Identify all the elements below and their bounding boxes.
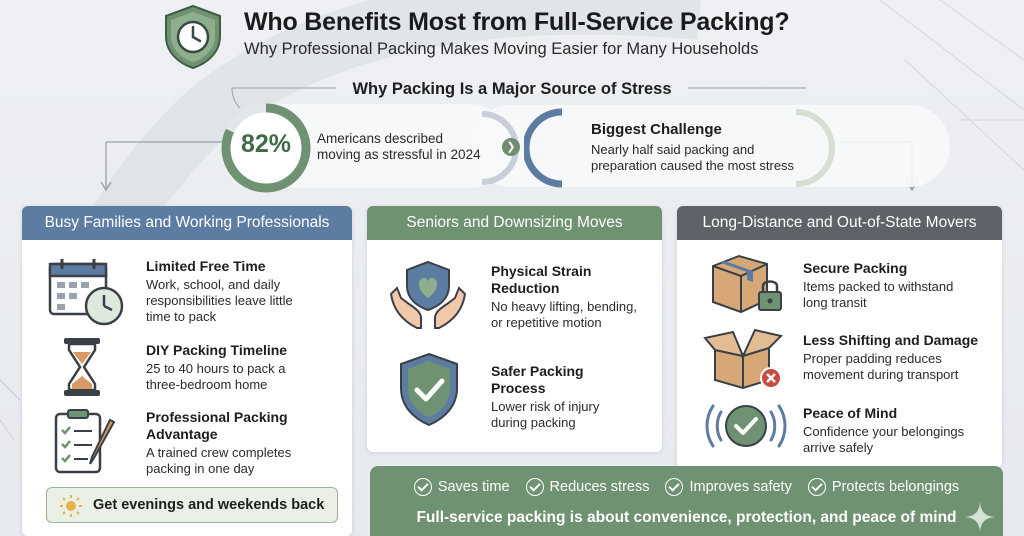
families-panel: Busy Families and Working Professionals … bbox=[22, 206, 352, 536]
item-title: Secure Packing bbox=[803, 260, 908, 276]
page-title: Who Benefits Most from Full-Service Pack… bbox=[244, 8, 790, 36]
item-line: packing in one day bbox=[146, 461, 255, 476]
item-line: responsibilities leave little bbox=[146, 293, 293, 308]
check-icon bbox=[665, 478, 684, 496]
stress-stat-line: Americans described bbox=[317, 131, 444, 146]
item-line: movement during transport bbox=[803, 367, 959, 382]
item-line: during packing bbox=[491, 415, 576, 430]
limited-free-time-item: Limited Free Time Work, school, and dail… bbox=[146, 258, 346, 325]
sun-icon bbox=[60, 495, 82, 517]
item-text: Lower risk of injury during packing bbox=[491, 399, 661, 431]
challenge-text: Nearly half said packing and preparation… bbox=[591, 142, 794, 174]
item-text: Confidence your belongings arrive safely bbox=[803, 424, 998, 456]
benefit-item: Reduces stress bbox=[525, 478, 650, 496]
secure-packing-item: Secure Packing Items packed to withstand… bbox=[803, 260, 998, 311]
check-icon bbox=[525, 478, 544, 496]
professional-advantage-item: Professional Packing Advantage A trained… bbox=[146, 409, 346, 477]
item-line: or repetitive motion bbox=[491, 315, 602, 330]
benefit-item: Saves time bbox=[413, 478, 510, 496]
item-text: No heavy lifting, bending, or repetitive… bbox=[491, 299, 661, 331]
seniors-panel: Seniors and Downsizing Moves Physical St… bbox=[367, 206, 662, 452]
item-text: Items packed to withstand long transit bbox=[803, 279, 998, 311]
item-line: Confidence your belongings bbox=[803, 424, 965, 439]
item-text: 25 to 40 hours to pack a three-bedroom h… bbox=[146, 361, 346, 393]
item-line: three-bedroom home bbox=[146, 377, 268, 392]
item-line: long transit bbox=[803, 295, 867, 310]
item-line: No heavy lifting, bending, bbox=[491, 299, 637, 314]
tagline: Full-service packing is about convenienc… bbox=[416, 509, 957, 526]
item-line: arrive safely bbox=[803, 440, 874, 455]
diy-timeline-item: DIY Packing Timeline 25 to 40 hours to p… bbox=[146, 342, 346, 393]
item-title: Professional Packing bbox=[146, 409, 288, 425]
clipboard-checklist-icon bbox=[54, 409, 116, 474]
item-title: Physical Strain bbox=[491, 263, 592, 279]
item-line: time to pack bbox=[146, 309, 217, 324]
item-title: Limited Free Time bbox=[146, 258, 266, 274]
item-line: Items packed to withstand bbox=[803, 279, 954, 294]
box-lock-icon bbox=[712, 254, 782, 314]
less-shifting-item: Less Shifting and Damage Proper padding … bbox=[803, 332, 998, 383]
long-distance-panel-heading: Long-Distance and Out-of-State Movers bbox=[677, 206, 1002, 240]
evenings-weekends-callout: Get evenings and weekends back bbox=[46, 487, 338, 523]
shield-clock-icon bbox=[165, 4, 221, 70]
families-panel-heading: Busy Families and Working Professionals bbox=[22, 206, 352, 240]
check-circle-icon bbox=[705, 404, 787, 448]
challenge-arc-decoration bbox=[524, 108, 563, 188]
open-box-x-icon bbox=[703, 328, 783, 390]
seniors-panel-heading: Seniors and Downsizing Moves bbox=[367, 206, 662, 240]
item-line: Work, school, and daily bbox=[146, 277, 281, 292]
challenge-arc-right bbox=[795, 109, 835, 187]
benefits-list: Saves time Reduces stress Improves safet… bbox=[370, 478, 1003, 496]
item-text: A trained crew completes packing in one … bbox=[146, 445, 346, 477]
item-title: Less Shifting and Damage bbox=[803, 332, 979, 348]
physical-strain-item: Physical Strain Reduction No heavy lifti… bbox=[491, 263, 661, 331]
item-line: 25 to 40 hours to pack a bbox=[146, 361, 286, 376]
benefit-item: Improves safety bbox=[665, 478, 792, 496]
calendar-clock-icon bbox=[48, 259, 124, 326]
benefits-bar: Saves time Reduces stress Improves safet… bbox=[370, 466, 1003, 536]
hourglass-icon bbox=[64, 338, 100, 396]
challenge-line: preparation caused the most stress bbox=[591, 158, 795, 173]
check-icon bbox=[807, 478, 826, 496]
stress-stat-line: moving as stressful in 2024 bbox=[317, 147, 481, 162]
item-title: Process bbox=[491, 380, 546, 396]
hands-heart-shield-icon bbox=[389, 260, 467, 329]
stress-percent-value: 82% bbox=[240, 130, 292, 158]
stress-percent-donut bbox=[221, 103, 311, 193]
shield-check-icon bbox=[400, 352, 458, 427]
benefit-label: Improves safety bbox=[689, 479, 792, 495]
long-distance-panel: Long-Distance and Out-of-State Movers Se… bbox=[677, 206, 1002, 468]
header: Who Benefits Most from Full-Service Pack… bbox=[162, 0, 962, 70]
challenge-line: Nearly half said packing and bbox=[591, 142, 755, 157]
safer-process-item: Safer Packing Process Lower risk of inju… bbox=[491, 363, 661, 431]
stress-section-title: Why Packing Is a Major Source of Stress bbox=[352, 80, 672, 98]
item-title: Peace of Mind bbox=[803, 405, 898, 421]
item-line: Lower risk of injury bbox=[491, 399, 600, 414]
item-title: DIY Packing Timeline bbox=[146, 342, 288, 358]
item-title: Safer Packing bbox=[491, 363, 584, 379]
item-line: A trained crew completes bbox=[146, 445, 292, 460]
stress-stat-text: Americans described moving as stressful … bbox=[317, 131, 481, 163]
benefit-label: Protects belongings bbox=[831, 479, 960, 495]
page-subtitle: Why Professional Packing Makes Moving Ea… bbox=[244, 40, 759, 58]
check-icon bbox=[413, 478, 432, 496]
chevron-right-icon: ❯ bbox=[502, 138, 520, 156]
benefit-item: Protects belongings bbox=[807, 478, 960, 496]
benefit-label: Saves time bbox=[437, 479, 510, 495]
item-title: Advantage bbox=[146, 426, 218, 442]
benefit-label: Reduces stress bbox=[549, 479, 650, 495]
callout-text: Get evenings and weekends back bbox=[93, 497, 325, 513]
item-text: Work, school, and daily responsibilities… bbox=[146, 277, 346, 325]
item-title: Reduction bbox=[491, 280, 560, 296]
sparkle-icon bbox=[965, 502, 995, 532]
item-text: Proper padding reduces movement during t… bbox=[803, 351, 998, 383]
item-line: Proper padding reduces bbox=[803, 351, 942, 366]
peace-of-mind-item: Peace of Mind Confidence your belongings… bbox=[803, 405, 998, 456]
challenge-title: Biggest Challenge bbox=[591, 121, 722, 138]
